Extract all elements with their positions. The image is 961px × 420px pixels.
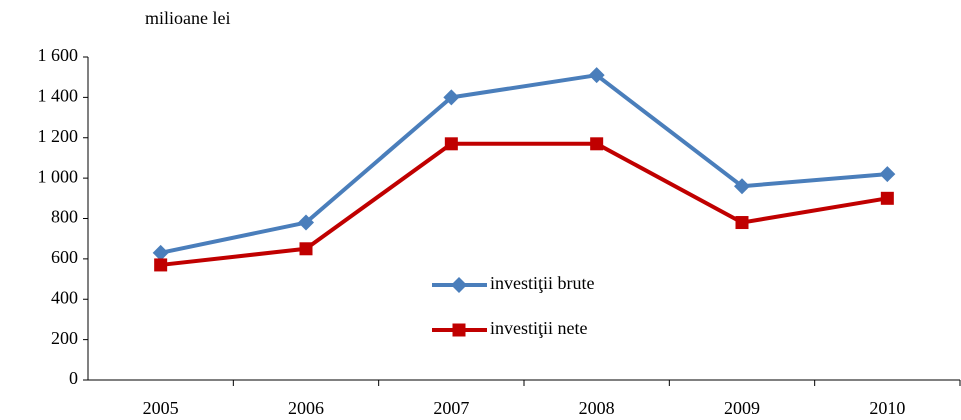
y-tick-label: 600: [51, 247, 78, 267]
x-tick-label: 2006: [288, 398, 324, 418]
y-tick-label: 800: [51, 207, 78, 227]
marker: [452, 323, 466, 337]
series-line: [160, 73, 888, 255]
series-line: [160, 141, 888, 267]
y-tick-label: 1 200: [38, 126, 79, 146]
marker: [451, 277, 467, 293]
y-tick-label: 1 400: [38, 86, 79, 106]
legend-label: investiţii brute: [490, 273, 594, 293]
marker: [152, 244, 169, 261]
marker: [588, 67, 605, 84]
marker: [590, 137, 604, 151]
x-tick-label: 2010: [869, 398, 905, 418]
x-tick-label: 2007: [433, 398, 469, 418]
y-tick-label: 200: [51, 328, 78, 348]
marker: [298, 214, 314, 231]
y-tick-label: 1 600: [38, 45, 79, 65]
marker: [879, 166, 896, 183]
marker: [735, 216, 749, 230]
y-tick-label: 400: [51, 287, 78, 307]
legend-label: investiţii nete: [490, 318, 587, 338]
x-tick-label: 2008: [579, 398, 615, 418]
marker: [154, 258, 168, 272]
marker: [734, 178, 750, 195]
marker: [880, 191, 894, 205]
x-tick-label: 2005: [143, 398, 179, 418]
y-axis-label: milioane lei: [145, 8, 230, 28]
x-tick-label: 2009: [724, 398, 760, 418]
marker: [443, 89, 460, 106]
marker: [444, 137, 458, 151]
y-tick-label: 1 000: [38, 166, 79, 186]
y-tick-label: 0: [69, 368, 78, 388]
marker: [299, 242, 313, 256]
